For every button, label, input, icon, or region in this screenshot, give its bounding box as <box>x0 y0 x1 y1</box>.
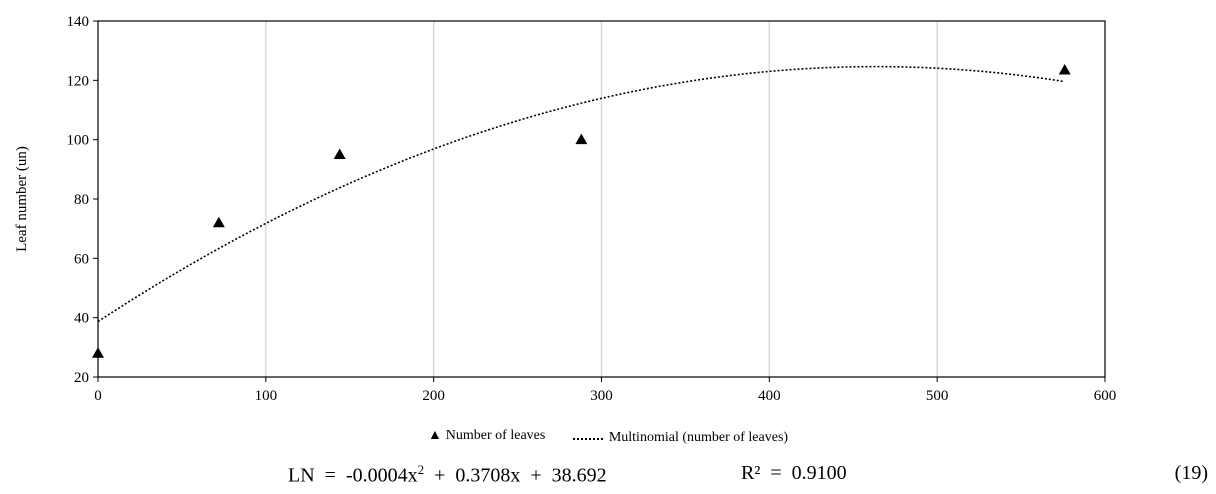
equation-r-squared: R² = 0.9100 <box>741 462 847 484</box>
equation-part-b: + 0.3708x + 38.692 <box>424 464 607 487</box>
trendline <box>97 65 1065 323</box>
equation-number: (19) <box>1174 462 1208 484</box>
y-tick-label-80: 80 <box>74 192 89 208</box>
y-tick-label-140: 140 <box>67 14 90 30</box>
triangle-marker-icon: ▲ <box>427 428 442 443</box>
legend: ▲ Number of leaves Multinomial (number o… <box>0 428 1216 446</box>
x-tick-label-100: 100 <box>255 388 278 404</box>
data-point-2 <box>333 148 346 159</box>
x-tick-label-0: 0 <box>94 388 102 404</box>
y-tick-label-20: 20 <box>74 370 89 386</box>
data-point-1 <box>212 216 225 228</box>
regression-equation: LN = -0.0004x2 + 0.3708x + 38.692 R² = 0… <box>0 462 1216 492</box>
x-tick-label-300: 300 <box>590 388 613 404</box>
x-tick-label-400: 400 <box>758 388 781 404</box>
x-tick-label-500: 500 <box>926 388 949 404</box>
x-tick-label-200: 200 <box>422 388 445 404</box>
legend-label-trendline: Multinomial (number of leaves) <box>608 430 789 445</box>
equation-exponent: 2 <box>417 462 425 477</box>
dotted-line-icon <box>572 438 603 440</box>
data-point-4 <box>1058 63 1071 75</box>
y-tick-label-40: 40 <box>74 311 89 327</box>
legend-label-number-of-leaves: Number of leaves <box>445 428 546 443</box>
y-tick-label-60: 60 <box>74 251 89 267</box>
x-tick-label-600: 600 <box>1094 388 1117 404</box>
y-tick-label-120: 120 <box>67 73 90 89</box>
data-point-3 <box>575 133 588 145</box>
equation-part-a: LN = -0.0004x <box>288 464 418 487</box>
y-axis-title: Leaf number (un) <box>14 146 30 252</box>
legend-item-number-of-leaves: ▲ Number of leaves <box>428 428 545 444</box>
scatter-chart: 20 40 60 80 100 120 140 0 100 200 300 400 500 600 Leaf… <box>14 14 1117 404</box>
y-tick-label-100: 100 <box>67 133 90 149</box>
data-point-0 <box>92 347 104 358</box>
legend-item-trendline: Multinomial (number of leaves) <box>572 430 789 446</box>
equation-formula: LN = -0.0004x2 + 0.3708x + 38.692 <box>288 462 607 488</box>
